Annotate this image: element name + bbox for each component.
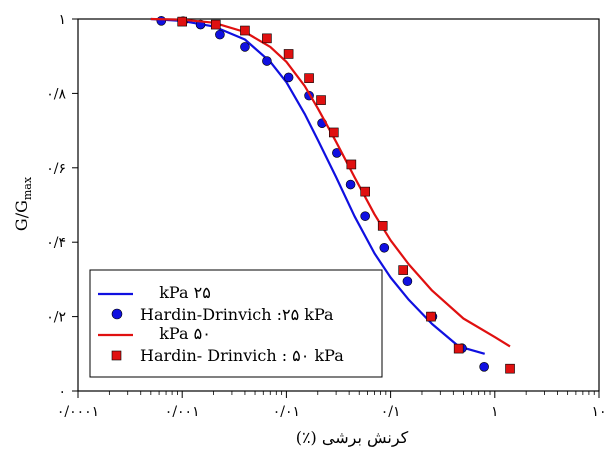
- y-tick-label: ۰/۴: [46, 235, 66, 251]
- legend-box: [89, 269, 383, 378]
- data-point-circle: [379, 242, 390, 253]
- data-point-circle: [215, 29, 225, 40]
- y-tick-label: ۰/۲: [46, 310, 66, 326]
- data-point-square: [426, 311, 436, 322]
- x-axis: ۰/۰۰۰۱ ۰/۰۰۱ ۰/۰۱ ۰/۱ ۱ ۱۰: [57, 391, 607, 420]
- legend-label-50kpa-line: ۵۰ kPa: [159, 324, 211, 343]
- data-point-square: [398, 265, 408, 275]
- plot-area: [150, 16, 515, 374]
- data-point-square: [453, 343, 464, 354]
- data-point-square: [283, 49, 294, 59]
- plot-frame: [77, 18, 600, 392]
- x-tick-label: ۰/۱: [381, 404, 401, 420]
- data-point-circle: [240, 42, 250, 52]
- legend-swatch-25kpa-points: [111, 308, 123, 320]
- legend-swatch-50kpa-points: [111, 350, 122, 361]
- series-line-2: [150, 17, 511, 348]
- data-point-circle: [283, 72, 294, 83]
- y-tick-label: ۰/۸: [46, 86, 66, 102]
- data-point-square: [505, 363, 515, 374]
- y-axis-title-main: G/G: [12, 200, 31, 231]
- data-point-circle: [360, 211, 370, 221]
- series-line-0: [150, 17, 486, 355]
- data-point-square: [262, 33, 272, 44]
- data-point-square: [360, 186, 370, 197]
- svg-text:G/Gmax: G/Gmax: [12, 176, 34, 231]
- y-tick-label: ۱: [58, 12, 66, 28]
- data-point-circle: [345, 179, 356, 190]
- y-axis-title: G/Gmax: [12, 176, 34, 231]
- legend-label-25kpa-line: ۲۵ kPa: [159, 283, 211, 302]
- y-axis: ۰ ۰/۲ ۰/۴ ۰/۶ ۰/۸ ۱: [46, 12, 78, 400]
- x-tick-label: ۰/۰۰۱: [165, 404, 200, 420]
- data-point-circle: [156, 16, 167, 26]
- data-point-square: [304, 73, 314, 83]
- data-point-circle: [262, 56, 272, 66]
- x-axis-title: کرنش برشی (٪): [296, 428, 409, 447]
- data-point-circle: [402, 276, 413, 287]
- data-point-circle: [479, 362, 489, 372]
- data-point-square: [328, 127, 339, 138]
- x-tick-label: ۰/۰۱: [273, 404, 300, 420]
- data-point-square: [377, 221, 388, 231]
- legend-label-50kpa-points: Hardin- Drinvich : ۵۰ kPa: [140, 346, 344, 365]
- legend: ۲۵ kPa Hardin-Drinvich :۲۵ kPa ۵۰ kPa Ha…: [89, 269, 383, 378]
- x-tick-label: ۰/۰۰۰۱: [57, 404, 99, 420]
- data-point-square: [177, 16, 187, 27]
- data-point-square: [210, 19, 221, 30]
- y-tick-label: ۰: [58, 384, 66, 400]
- data-point-square: [346, 159, 357, 170]
- y-axis-title-sub: max: [21, 176, 34, 200]
- legend-label-25kpa-points: Hardin-Drinvich :۲۵ kPa: [140, 305, 334, 324]
- x-tick-label: ۱: [491, 404, 499, 420]
- y-tick-label: ۰/۶: [46, 161, 66, 177]
- data-point-square: [316, 95, 326, 105]
- x-tick-label: ۱۰: [591, 404, 606, 420]
- data-point-square: [240, 25, 250, 36]
